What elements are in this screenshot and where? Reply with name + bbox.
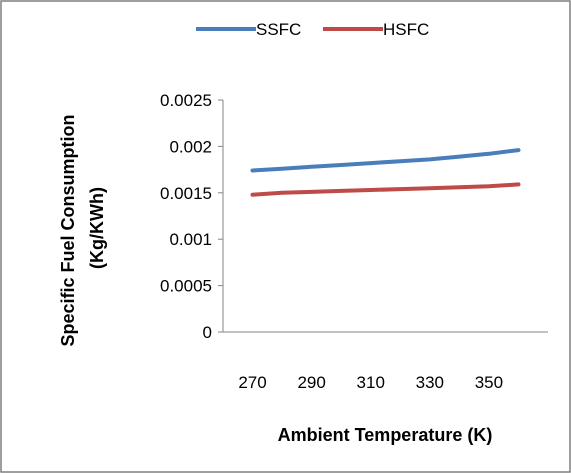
legend-label-hsfc: HSFC <box>383 20 429 39</box>
series-line-hsfc <box>250 182 521 197</box>
x-tick-label: 330 <box>416 373 444 392</box>
y-tick-label: 0.0005 <box>160 277 212 296</box>
x-axis-title: Ambient Temperature (K) <box>278 425 493 445</box>
y-axis-title-line-1: Specific Fuel Consumption <box>58 115 78 347</box>
series-group <box>250 148 521 197</box>
legend-label-ssfc: SSFC <box>256 20 301 39</box>
y-tick-label: 0.001 <box>169 230 212 249</box>
y-tick-label: 0 <box>203 323 212 342</box>
legend: SSFC HSFC <box>196 20 429 39</box>
x-tick-label: 350 <box>475 373 503 392</box>
x-tick-label: 310 <box>357 373 385 392</box>
series-line-ssfc <box>250 148 521 173</box>
x-tick-label: 270 <box>238 373 266 392</box>
x-tick-group: 270 290 310 330 350 <box>238 373 503 392</box>
y-tick-label: 0.002 <box>169 137 212 156</box>
y-tick-group: 0 0.0005 0.001 0.0015 0.002 0.0025 <box>160 91 223 342</box>
y-tick-label: 0.0015 <box>160 184 212 203</box>
y-axis-title: Specific Fuel Consumption (Kg/KWh) <box>58 109 107 346</box>
x-tick-label: 290 <box>297 373 325 392</box>
y-axis-title-line-2: (Kg/KWh) <box>87 187 107 269</box>
y-tick-label: 0.0025 <box>160 91 212 110</box>
